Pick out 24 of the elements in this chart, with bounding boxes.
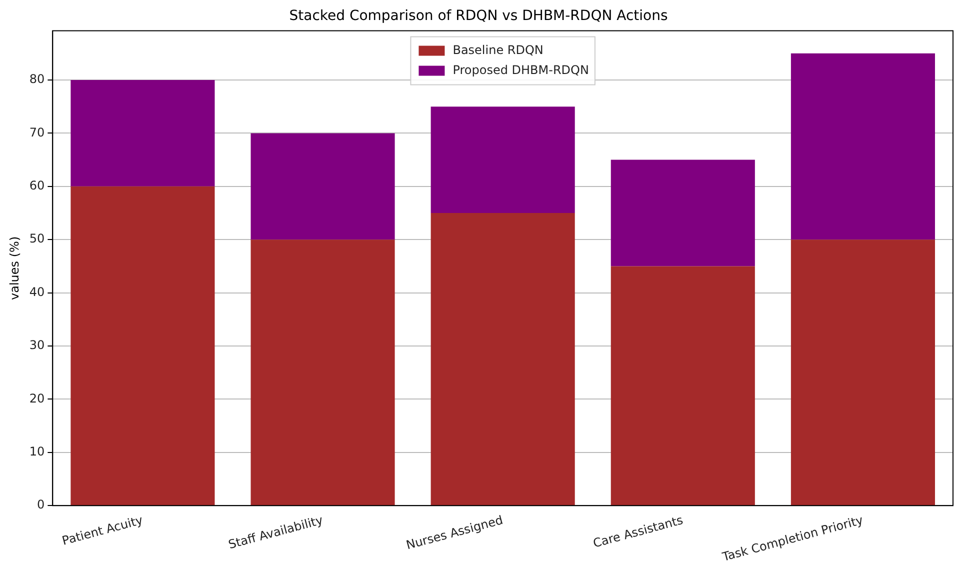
y-tick-label: 10 xyxy=(29,444,45,458)
y-tick-label: 20 xyxy=(29,391,45,406)
y-tick-label: 80 xyxy=(29,72,45,86)
bar xyxy=(610,160,755,266)
y-tick-label: 60 xyxy=(29,178,45,193)
legend-label: Baseline RDQN xyxy=(452,42,544,57)
bar xyxy=(430,212,575,506)
bar xyxy=(790,53,935,240)
bar xyxy=(610,266,755,506)
bar xyxy=(250,240,395,506)
y-tick-label: 0 xyxy=(37,498,45,512)
y-axis-title: values (%) xyxy=(7,236,22,300)
bar xyxy=(250,133,395,240)
y-tick-label: 40 xyxy=(29,284,45,299)
y-tick-label: 30 xyxy=(29,338,45,352)
bar xyxy=(430,106,575,213)
bar xyxy=(70,80,215,186)
chart-title: Stacked Comparison of RDQN vs DHBM-RDQN Actions xyxy=(289,8,668,24)
legend-label: Proposed DHBM-RDQN xyxy=(452,62,589,77)
y-tick-label: 70 xyxy=(29,125,45,140)
x-tick-label: Patient Acuity xyxy=(60,512,144,548)
bar xyxy=(790,240,935,506)
bar xyxy=(70,186,215,506)
y-tick-label: 50 xyxy=(29,232,45,246)
